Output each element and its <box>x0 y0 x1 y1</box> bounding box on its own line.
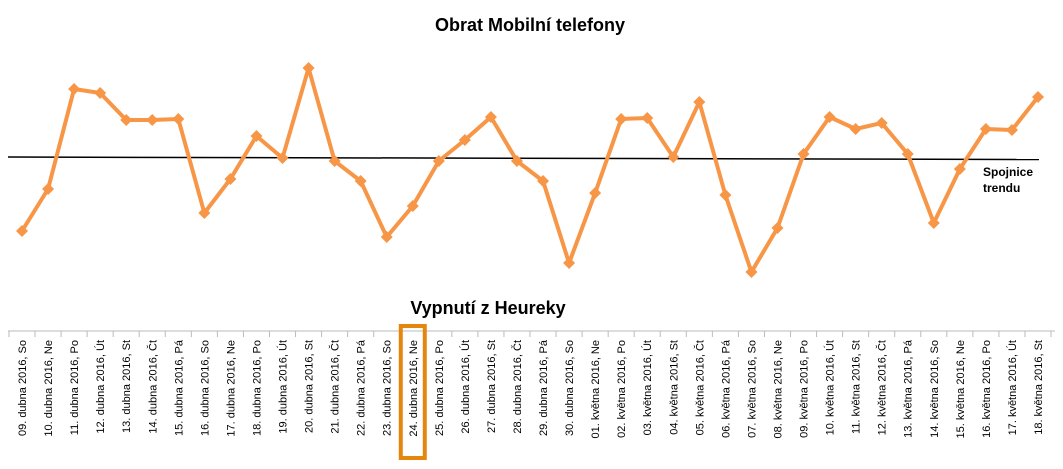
x-tick-label: 06. května 2016, Pá <box>720 339 732 438</box>
marker <box>484 111 497 123</box>
marker <box>380 231 393 243</box>
x-tick-label: 07. května 2016, So <box>746 340 758 438</box>
marker <box>589 187 602 199</box>
marker <box>563 257 576 269</box>
marker <box>667 151 680 163</box>
x-tick-label: 01. května 2016, Ne <box>590 340 602 438</box>
marker <box>823 111 836 123</box>
x-tick-label: 18. května 2016, St <box>1033 340 1045 435</box>
marker <box>537 175 550 187</box>
x-tick-label: 15. dubna 2016, Pá <box>173 339 185 436</box>
x-tick-label: 24. dubna 2016, Ne <box>408 340 420 437</box>
marker <box>1005 124 1018 136</box>
x-tick-label: 14. dubna 2016, Čt <box>146 340 159 434</box>
series-line <box>20 66 1040 274</box>
marker <box>276 152 289 164</box>
x-tick-label: 21. dubna 2016, Čt <box>329 340 342 434</box>
highlight-box <box>398 324 427 460</box>
x-tick-label: 08. května 2016, Ne <box>772 340 784 438</box>
x-tick-label: 03. května 2016, Út <box>641 340 654 435</box>
marker <box>797 148 810 160</box>
x-tick-label: 11. května 2016, St <box>851 340 863 434</box>
x-tick-label: 04. května 2016, St <box>668 340 680 435</box>
x-tick-label: 27. dubna 2016, St <box>486 340 498 433</box>
chart-title: Obrat Mobilní telefony <box>435 15 625 35</box>
x-tick-label: 26. dubna 2016, Út <box>459 340 472 434</box>
marker <box>432 155 445 167</box>
x-tick-label: 02. května 2016, Po <box>616 340 628 438</box>
x-tick-label: 18. dubna 2016, Po <box>251 340 263 436</box>
x-tick-label: 30. dubna 2016, So <box>564 340 576 436</box>
marker <box>458 134 471 146</box>
marker <box>328 155 341 167</box>
x-tick-label: 15. května 2016, Ne <box>955 340 967 438</box>
marker <box>979 123 992 135</box>
marker <box>302 62 315 74</box>
marker <box>198 207 211 219</box>
marker <box>849 123 862 135</box>
marker <box>146 114 159 126</box>
x-tick-label: 28. dubna 2016, Čt <box>511 340 524 434</box>
x-tick-label: 17. května 2016, Út <box>1006 340 1019 435</box>
x-tick-label: 16. května 2016, Po <box>981 340 993 438</box>
marker <box>406 200 419 212</box>
x-tick-label: 09. května 2016, Po <box>799 340 811 438</box>
trendline <box>7 156 1040 161</box>
marker <box>1032 91 1044 103</box>
x-tick-label: 29. dubna 2016, Pá <box>538 339 550 436</box>
x-tick-label: 14. května 2016, So <box>929 340 941 438</box>
marker <box>927 217 940 229</box>
x-tick-label: 23. dubna 2016, So <box>382 340 394 436</box>
x-tick-label: 11. dubna 2016, Po <box>69 340 81 435</box>
x-tick-label: 20. dubna 2016, St <box>304 340 316 433</box>
marker <box>68 83 81 95</box>
annotation: Vypnutí z Heureky <box>410 298 565 318</box>
marker <box>745 266 758 278</box>
x-tick-label: 05. května 2016, Čt <box>693 340 706 435</box>
marker <box>641 112 654 124</box>
marker <box>719 189 732 201</box>
marker <box>16 225 28 237</box>
marker <box>120 114 133 126</box>
marker <box>510 155 523 167</box>
x-tick-label: 17. dubna 2016, Ne <box>225 340 237 437</box>
x-tick-label: 19. dubna 2016, Út <box>277 340 290 434</box>
x-tick-label: 10. května 2016, Út <box>824 340 837 435</box>
x-tick-label: 12. dubna 2016, Út <box>94 340 107 434</box>
trendline-label: Spojnice trendu <box>983 165 1033 195</box>
marker <box>771 222 784 234</box>
x-tick-label: 12. května 2016, Čt <box>876 340 889 435</box>
marker <box>250 130 263 142</box>
marker <box>615 113 628 125</box>
x-tick-label: 13. května 2016, Pá <box>903 339 915 438</box>
marker <box>693 96 706 108</box>
marker <box>172 113 185 125</box>
x-tick-label: 22. dubna 2016, Pá <box>356 339 368 436</box>
marker <box>224 173 237 185</box>
marker <box>901 148 914 160</box>
x-tick-label: 09. dubna 2016, So <box>17 340 29 436</box>
marker <box>94 87 107 99</box>
marker <box>875 117 888 129</box>
x-tick-label: 25. dubna 2016, Po <box>434 340 446 436</box>
x-tick-label: 13. dubna 2016, St <box>121 340 133 433</box>
x-tick-label: 10. dubna 2016, Ne <box>43 340 55 437</box>
marker <box>953 163 966 175</box>
x-tick-label: 16. dubna 2016, So <box>199 340 211 436</box>
marker <box>42 183 55 195</box>
marker <box>354 175 367 187</box>
